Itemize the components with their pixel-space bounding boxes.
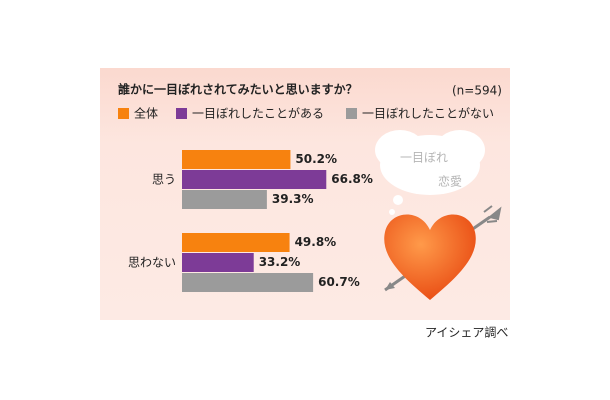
bar — [182, 253, 254, 272]
bar — [182, 273, 314, 292]
annotation: 一目ぼれ — [400, 151, 448, 165]
annotation: 恋愛 — [438, 174, 462, 189]
value-label: 50.2% — [295, 152, 337, 166]
legend-swatch — [176, 108, 187, 119]
bar — [182, 233, 290, 252]
source: アイシェア調べ — [425, 326, 508, 340]
chart-title: 誰かに一目ぼれされてみたいと思いますか？ — [118, 82, 358, 97]
category-label: 思わない — [128, 256, 176, 270]
legend-label: 一目ぼれしたことがある — [192, 106, 324, 121]
legend-label: 全体 — [134, 106, 158, 121]
value-label: 49.8% — [295, 235, 337, 249]
legend-swatch — [118, 108, 129, 119]
category-label: 思う — [152, 173, 176, 187]
value-label: 33.2% — [259, 255, 301, 269]
value-label: 66.8% — [331, 172, 373, 186]
illustration — [375, 130, 502, 300]
bar — [182, 170, 327, 189]
subtitle: (n=594) — [452, 84, 502, 98]
value-label: 39.3% — [272, 192, 314, 206]
legend-label: 一目ぼれしたことがない — [362, 106, 494, 121]
value-label: 60.7% — [318, 275, 360, 289]
bar — [182, 150, 291, 169]
bar — [182, 190, 267, 209]
legend-swatch — [346, 108, 357, 119]
